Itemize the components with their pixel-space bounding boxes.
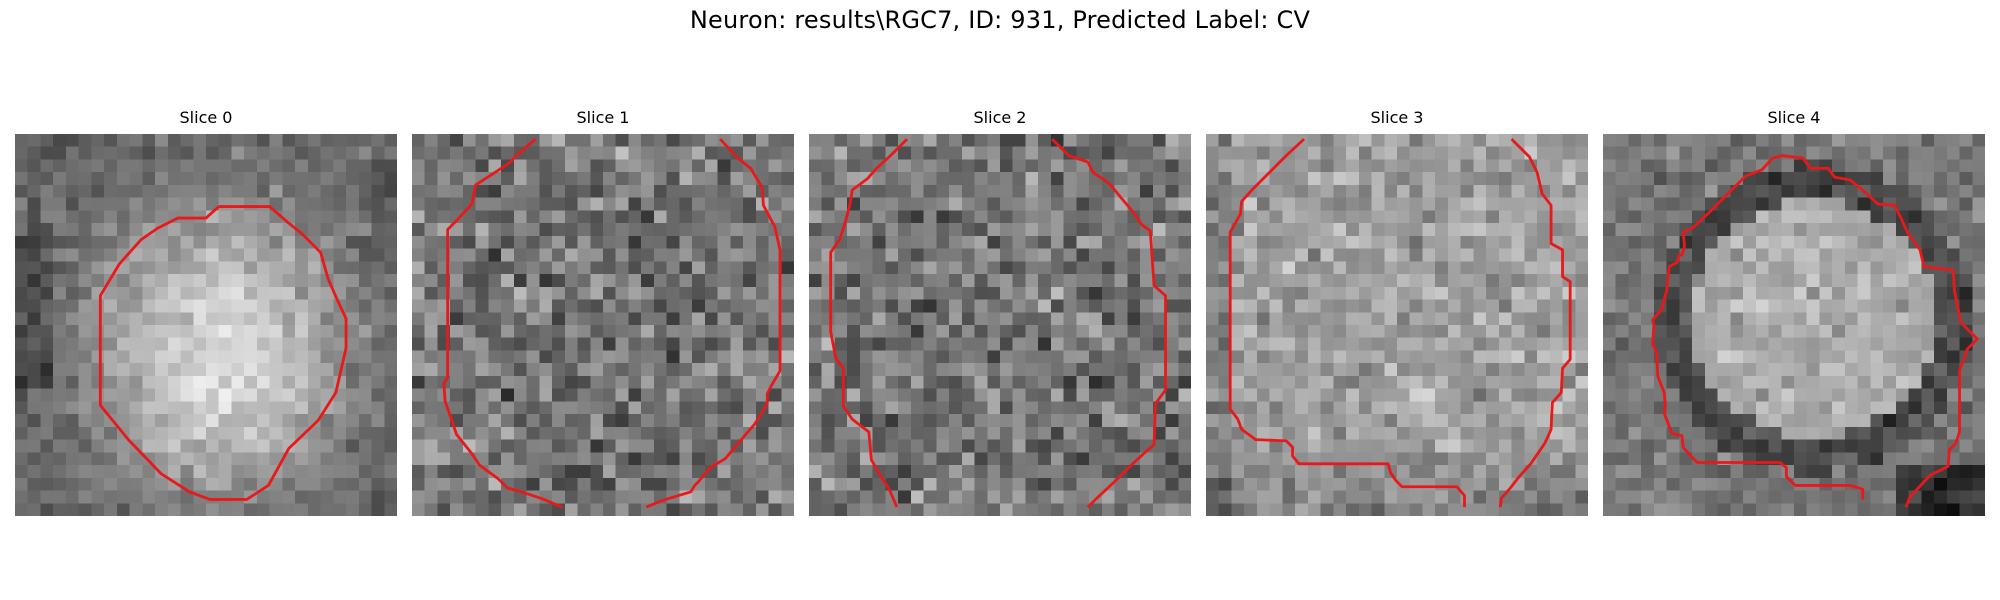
slice-title-3: Slice 3 (1370, 108, 1424, 127)
slice-image-3 (1206, 134, 1588, 516)
slice-image-0 (15, 134, 397, 516)
slice-title-1: Slice 1 (576, 108, 630, 127)
slice-image-2 (809, 134, 1191, 516)
pixel-grid (412, 134, 794, 516)
roi-contour-4-0 (1651, 154, 1979, 508)
slice-title-2: Slice 2 (973, 108, 1027, 127)
slice-image-4 (1603, 134, 1985, 516)
roi-contour-3-1 (1498, 138, 1572, 508)
roi-contour-1-0 (442, 138, 563, 509)
roi-contour-2-1 (1051, 138, 1167, 509)
pixel-grid (1206, 134, 1588, 516)
pixel-grid (1603, 134, 1985, 516)
slice-title-0: Slice 0 (179, 108, 233, 127)
roi-contour-2-0 (829, 138, 909, 508)
roi-contour-3-0 (1228, 138, 1466, 508)
pixel-grid (15, 134, 397, 516)
slice-image-1 (412, 134, 794, 516)
pixel-grid (809, 134, 1191, 516)
roi-contour-1-1 (645, 138, 782, 509)
slice-title-4: Slice 4 (1767, 108, 1821, 127)
figure-title: Neuron: results\RGC7, ID: 931, Predicted… (689, 6, 1311, 34)
roi-contour-0-0 (98, 205, 348, 501)
